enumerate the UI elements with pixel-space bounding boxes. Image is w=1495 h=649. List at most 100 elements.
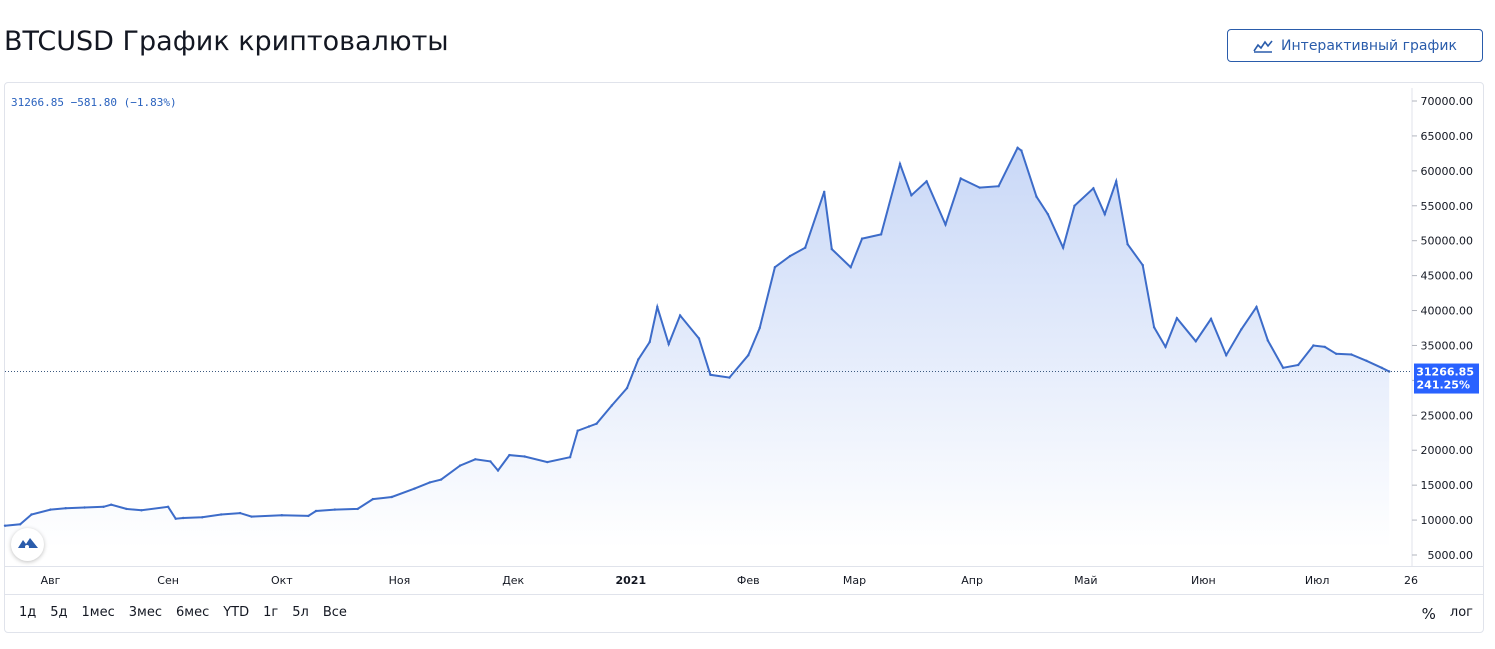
price-point xyxy=(1266,339,1270,342)
log-scale-toggle[interactable]: лог xyxy=(1449,605,1473,620)
percent-scale-toggle[interactable]: % xyxy=(1421,605,1436,623)
price-point xyxy=(667,342,670,346)
x-tick-label: Сен xyxy=(157,574,179,587)
range-button[interactable]: 5л xyxy=(292,605,309,620)
last-price-tag xyxy=(1414,363,1479,394)
price-point xyxy=(1281,366,1285,369)
price-point xyxy=(747,354,750,357)
price-point xyxy=(280,514,283,517)
price-point xyxy=(1240,328,1243,331)
price-point xyxy=(356,507,359,511)
x-axis-divider xyxy=(5,566,1483,567)
y-tick-label: 50000.00 xyxy=(1421,235,1474,248)
price-point xyxy=(1323,345,1327,349)
price-point xyxy=(625,386,629,390)
price-point xyxy=(1126,243,1129,246)
y-tick-label: 10000.00 xyxy=(1421,514,1474,527)
price-point xyxy=(788,254,792,258)
price-point xyxy=(997,185,1000,188)
price-point xyxy=(201,516,204,519)
price-point xyxy=(709,373,712,376)
price-point xyxy=(428,481,431,484)
y-tick-label: 5000.00 xyxy=(1428,549,1474,562)
price-point xyxy=(30,513,33,516)
price-area-fill xyxy=(5,147,1390,549)
toolbar-divider xyxy=(5,594,1483,595)
price-point xyxy=(849,266,852,269)
x-tick-label: Окт xyxy=(271,574,293,587)
chart-line-icon xyxy=(1253,39,1273,53)
price-point xyxy=(860,237,864,240)
range-button[interactable]: 6мес xyxy=(176,605,210,620)
price-point xyxy=(587,425,591,428)
x-tick-label: Июн xyxy=(1191,574,1216,587)
price-point xyxy=(1380,366,1383,369)
range-button[interactable]: 1г xyxy=(263,605,279,620)
range-button[interactable]: 1мес xyxy=(81,605,115,620)
price-point xyxy=(523,455,526,458)
price-point xyxy=(250,515,253,518)
price-point xyxy=(959,177,962,180)
price-point xyxy=(182,516,185,520)
price-point xyxy=(910,194,913,197)
price-point xyxy=(371,497,375,501)
price-point xyxy=(508,453,511,457)
price-point xyxy=(678,314,682,317)
price-point xyxy=(1016,146,1019,149)
range-button[interactable]: YTD xyxy=(223,605,250,620)
price-series-line xyxy=(4,146,1390,527)
price-point xyxy=(1175,317,1179,320)
y-tick-label: 60000.00 xyxy=(1421,165,1474,178)
y-tick-label: 70000.00 xyxy=(1421,95,1474,108)
price-point xyxy=(110,503,113,506)
price-point xyxy=(1141,263,1144,267)
price-point xyxy=(758,326,761,330)
price-point xyxy=(610,404,613,407)
price-point xyxy=(637,358,640,361)
price-point xyxy=(49,508,52,511)
x-tick-label: 2021 xyxy=(615,574,646,587)
range-button[interactable]: 5д xyxy=(50,605,68,620)
price-point xyxy=(1255,305,1258,309)
x-tick-label: Май xyxy=(1074,574,1097,587)
y-tick-label: 15000.00 xyxy=(1421,479,1474,492)
last-price-tag-pct: 241.25% xyxy=(1417,379,1470,392)
interactive-chart-button[interactable]: Интерактивный график xyxy=(1227,29,1483,62)
price-point xyxy=(83,506,86,509)
price-point xyxy=(3,524,7,527)
price-point xyxy=(333,508,337,511)
price-point xyxy=(458,464,462,467)
last-price-tag-value: 31266.85 xyxy=(1416,366,1474,379)
price-point xyxy=(879,233,883,236)
price-point xyxy=(496,469,500,472)
price-point xyxy=(978,186,981,189)
price-point xyxy=(576,429,579,432)
range-button[interactable]: Все xyxy=(322,605,347,620)
tradingview-logo-button[interactable] xyxy=(11,528,44,561)
price-point xyxy=(64,507,67,510)
y-tick-label: 20000.00 xyxy=(1421,444,1474,457)
price-point xyxy=(1061,246,1065,249)
price-point xyxy=(1335,352,1338,355)
price-point xyxy=(656,305,659,309)
price-point xyxy=(898,162,902,166)
tradingview-logo-icon xyxy=(17,535,39,554)
price-point xyxy=(19,523,22,526)
x-tick-label: Июл xyxy=(1305,574,1330,587)
range-button[interactable]: 1д xyxy=(19,605,37,620)
range-button[interactable]: 3мес xyxy=(128,605,162,620)
price-point xyxy=(728,376,731,379)
legend-change-pct: (−1.83%) xyxy=(123,96,177,109)
x-tick-label: Дек xyxy=(502,574,524,587)
price-point xyxy=(697,337,701,340)
price-point xyxy=(1035,195,1038,198)
price-point xyxy=(1194,340,1198,343)
price-point xyxy=(413,487,416,490)
price-point xyxy=(102,505,105,508)
y-tick-label: 25000.00 xyxy=(1421,409,1474,422)
x-tick-label: Авг xyxy=(41,574,61,587)
price-point xyxy=(1046,213,1050,216)
price-point xyxy=(546,460,549,464)
y-tick-label: 45000.00 xyxy=(1421,270,1474,283)
